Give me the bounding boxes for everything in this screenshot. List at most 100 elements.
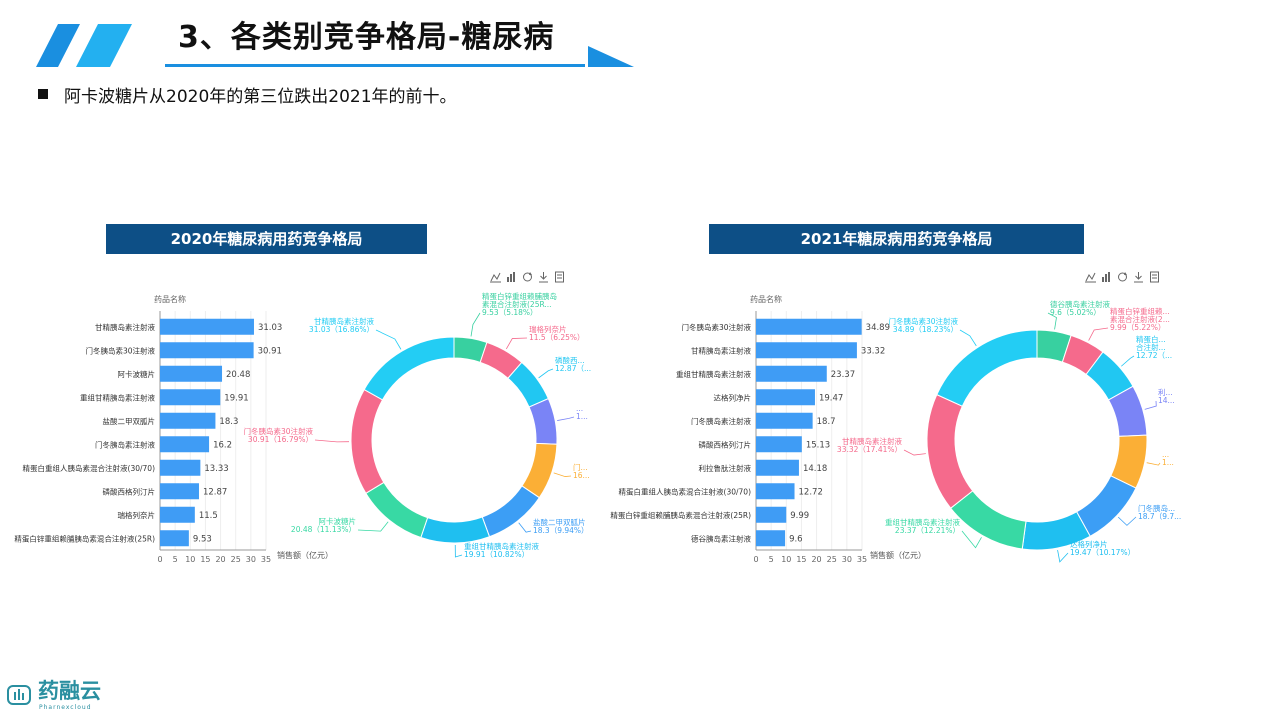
pie-label: 精蛋白...: [1136, 334, 1166, 344]
header-stripe-2: [76, 24, 132, 67]
bar[interactable]: [756, 412, 813, 429]
bar-value-label: 13.33: [204, 464, 228, 474]
x-tick-label: 10: [781, 555, 791, 564]
category-label: 重组甘精胰岛素注射液: [80, 392, 155, 402]
bar-value-label: 12.87: [203, 487, 227, 497]
download-icon[interactable]: [1133, 268, 1143, 283]
bar[interactable]: [160, 318, 254, 335]
x-tick-label: 30: [842, 555, 852, 564]
bar[interactable]: [160, 506, 195, 523]
pie-slice[interactable]: [350, 388, 385, 494]
chart-title-2021: 2021年糖尿病用药竞争格局: [709, 224, 1084, 254]
y-axis-label: 药品名称: [154, 294, 186, 304]
bar[interactable]: [160, 459, 201, 476]
bar-value-label: 15.13: [806, 440, 830, 450]
bar[interactable]: [756, 459, 799, 476]
chart-2020: 药品名称 0 5 10 15 20 25 30 35 销售额（亿元） 甘精胰岛素注射液 31.03 门冬…: [14, 291, 591, 564]
category-label: 精蛋白锌重组赖脯胰岛素混合注射液(25R): [610, 510, 751, 520]
pie-leader-line: [314, 439, 350, 443]
bar[interactable]: [160, 365, 223, 382]
category-label: 门冬胰岛素注射液: [691, 416, 751, 426]
line-chart-icon[interactable]: [490, 268, 501, 283]
bar[interactable]: [756, 530, 786, 547]
bar[interactable]: [160, 530, 189, 547]
bar[interactable]: [756, 436, 802, 453]
x-tick-label: 20: [811, 555, 821, 564]
pie-label: 16...: [573, 471, 590, 480]
category-label: 门冬胰岛素30注射液: [85, 345, 155, 355]
logo-subtitle: Pharnexcloud: [39, 704, 92, 711]
bullet-text: 阿卡波糖片从2020年的第三位跌出2021年的前十。: [64, 86, 457, 107]
pie-leader-line: [1088, 327, 1109, 341]
pie-slice[interactable]: [528, 397, 558, 445]
bar[interactable]: [756, 389, 815, 406]
y-axis-label: 药品名称: [750, 294, 782, 304]
bar-value-label: 19.47: [819, 393, 843, 403]
restore-icon[interactable]: [522, 268, 532, 282]
bar-chart-icon[interactable]: [1101, 268, 1111, 282]
restore-icon[interactable]: [1117, 268, 1127, 282]
pie-label: 门冬胰岛...: [1138, 503, 1175, 513]
category-label: 阿卡波糖片: [118, 369, 156, 379]
bar[interactable]: [160, 436, 210, 453]
pie-slice[interactable]: [365, 481, 429, 539]
category-label: 瑞格列奈片: [118, 510, 156, 520]
bar[interactable]: [756, 506, 787, 523]
category-label: 德谷胰岛素注射液: [691, 533, 751, 543]
pie-label: ...: [576, 404, 583, 413]
pie-leader-line: [961, 530, 982, 549]
bar[interactable]: [160, 483, 199, 500]
pie-slice[interactable]: [420, 516, 491, 544]
line-chart-icon[interactable]: [1085, 268, 1096, 283]
pie-label: 瑞格列奈片: [529, 324, 567, 334]
pie-leader-line: [375, 329, 402, 350]
bar-value-label: 20.48: [226, 370, 250, 380]
bar[interactable]: [160, 389, 221, 406]
pie-label: 18.7（9.7...: [1138, 512, 1181, 521]
bullet-square-icon: [38, 89, 48, 99]
pie-label: 20.48（11.13%）: [291, 525, 356, 534]
download-icon[interactable]: [538, 268, 548, 283]
category-label: 门冬胰岛素注射液: [95, 439, 155, 449]
pie-slice[interactable]: [363, 336, 455, 401]
bar[interactable]: [756, 342, 857, 359]
x-tick-label: 0: [753, 555, 758, 564]
pie-label: 甘精胰岛素注射液: [314, 316, 374, 326]
x-tick-label: 5: [173, 555, 178, 564]
category-label: 盐酸二甲双胍片: [103, 416, 156, 426]
bar-value-label: 31.03: [258, 323, 282, 333]
data-view-icon[interactable]: [1149, 268, 1159, 283]
category-label: 甘精胰岛素注射液: [95, 322, 155, 332]
bar-value-label: 9.99: [790, 511, 809, 521]
bar[interactable]: [756, 483, 795, 500]
pie-slice[interactable]: [926, 393, 974, 509]
bar[interactable]: [756, 365, 827, 382]
category-label: 精蛋白锌重组赖脯胰岛素混合注射液(25R): [14, 533, 155, 543]
bullet-point: 阿卡波糖片从2020年的第三位跌出2021年的前十。: [38, 83, 457, 107]
pie-label: 12.87（...: [555, 364, 591, 373]
x-tick-label: 35: [261, 555, 271, 564]
pie-leader-line: [553, 472, 572, 477]
chart-toolbar-2020: [490, 268, 564, 283]
pie-label: 素混合注射液(2...: [1110, 314, 1170, 324]
pie-leader-line: [1144, 400, 1157, 410]
x-tick-label: 0: [157, 555, 162, 564]
pie-label: 门冬胰岛素30注射液: [243, 426, 313, 436]
pie-leader-line: [1117, 516, 1137, 526]
logo: 药融云 Pharnexcloud: [6, 678, 116, 712]
pie-label: 9.53（5.18%）: [482, 308, 538, 317]
pie-slice[interactable]: [481, 485, 541, 538]
bar-value-label: 19.91: [224, 393, 248, 403]
pie-leader-line: [1057, 550, 1069, 563]
data-view-icon[interactable]: [554, 268, 564, 283]
bar[interactable]: [160, 342, 254, 359]
pie-label: 精蛋白锌重组赖脯胰岛: [482, 291, 557, 301]
pie-leader-line: [505, 337, 528, 350]
bar[interactable]: [160, 412, 216, 429]
pie-slice[interactable]: [936, 329, 1038, 407]
bar[interactable]: [756, 318, 862, 335]
pie-label: 19.91（10.82%）: [464, 550, 529, 559]
bar-value-label: 34.89: [866, 323, 890, 333]
bar-chart-icon[interactable]: [506, 268, 516, 282]
category-label: 精蛋白重组人胰岛素混合注射液(30/70): [23, 463, 156, 473]
